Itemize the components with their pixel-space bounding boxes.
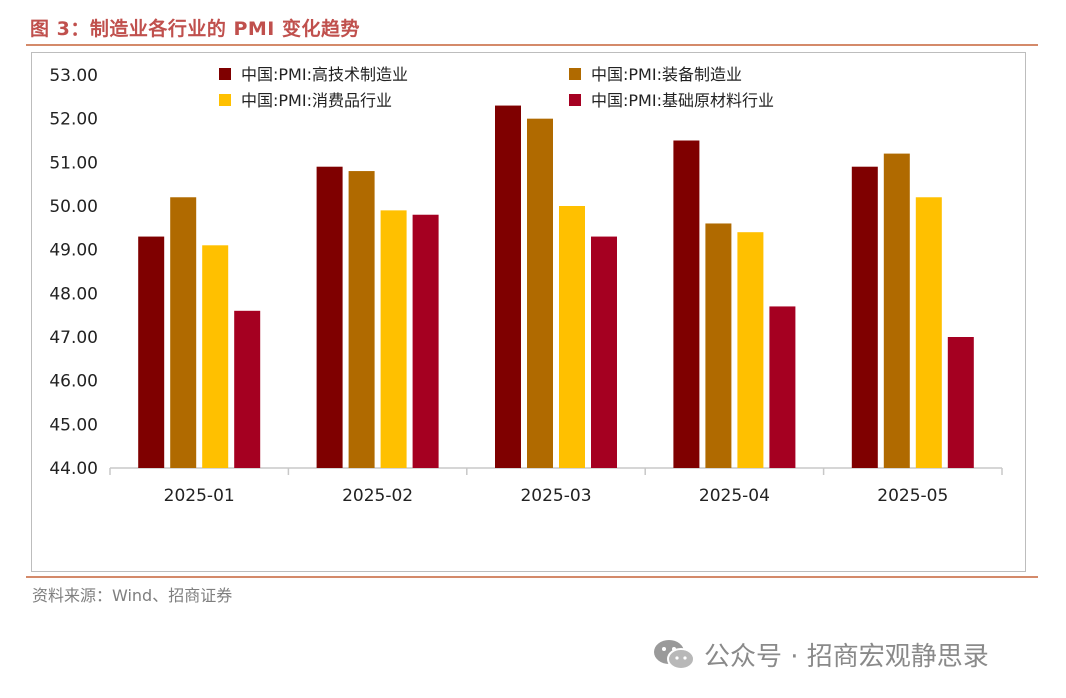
x-tick-label: 2025-05 [877, 486, 948, 506]
legend-swatch [569, 94, 581, 106]
watermark: 公众号 · 招商宏观静思录 [652, 636, 989, 673]
bar [591, 236, 617, 468]
source-rule [26, 576, 1038, 578]
legend-swatch [569, 68, 581, 80]
bar [412, 214, 439, 468]
y-tick-label: 53.00 [49, 66, 98, 86]
y-tick-label: 44.00 [49, 459, 98, 479]
watermark-text: 公众号 · 招商宏观静思录 [704, 642, 989, 672]
y-tick-label: 46.00 [49, 372, 98, 392]
y-tick-label: 48.00 [49, 284, 98, 304]
y-tick-label: 45.00 [49, 415, 98, 435]
legend-label: 中国:PMI:消费品行业 [241, 91, 392, 110]
bar [495, 105, 521, 469]
legend-label: 中国:PMI:高技术制造业 [241, 65, 408, 84]
source-note: 资料来源：Wind、招商证券 [32, 586, 233, 605]
bar [138, 236, 165, 468]
x-tick-label: 2025-01 [164, 486, 235, 506]
x-axis: 2025-01 2025-02 2025-03 2025-04 2025-05 [109, 467, 1003, 506]
bar [947, 337, 974, 468]
legend-swatch [219, 68, 231, 80]
bar [915, 197, 942, 468]
chart-frame [31, 52, 1026, 572]
y-tick-label: 49.00 [49, 241, 98, 261]
bar [380, 210, 407, 468]
bar [673, 140, 700, 468]
bar [316, 166, 343, 468]
bar [883, 153, 910, 468]
bar [348, 171, 375, 469]
wechat-icon [654, 639, 695, 670]
bar [851, 166, 878, 468]
x-tick-label: 2025-02 [342, 486, 413, 506]
bars [138, 105, 974, 469]
legend-swatch [219, 94, 231, 106]
y-tick-label: 50.00 [49, 197, 98, 217]
legend-label: 中国:PMI:基础原材料行业 [591, 91, 774, 110]
y-axis: 44.00 45.00 46.00 47.00 48.00 49.00 50.00 51.00… [49, 66, 98, 479]
bar [769, 306, 796, 468]
figure-title: 图 3：制造业各行业的 PMI 变化趋势 [30, 18, 360, 40]
bar [737, 232, 764, 468]
bar [234, 310, 261, 468]
y-tick-label: 52.00 [49, 110, 98, 130]
bar [170, 197, 197, 468]
bar [559, 206, 585, 468]
bar [202, 245, 229, 468]
y-tick-label: 51.00 [49, 153, 98, 173]
title-rule [26, 44, 1038, 46]
y-tick-label: 47.00 [49, 328, 98, 348]
bar [527, 118, 553, 469]
x-tick-label: 2025-04 [699, 486, 770, 506]
legend-label: 中国:PMI:装备制造业 [591, 65, 742, 84]
x-tick-label: 2025-03 [520, 486, 591, 506]
bar [705, 223, 732, 468]
